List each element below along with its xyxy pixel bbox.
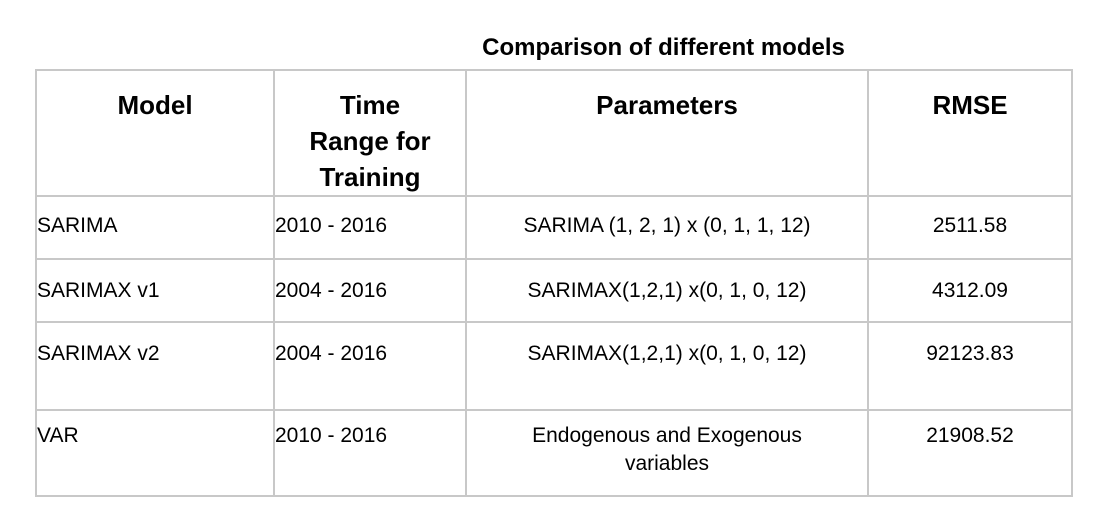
table-row: SARIMAX v2 2004 - 2016 SARIMAX(1,2,1) x(… <box>35 321 1073 411</box>
cell-rmse: 21908.52 <box>867 409 1073 497</box>
table-row: VAR 2010 - 2016 Endogenous and Exogenous… <box>35 409 1073 497</box>
table-row: SARIMA 2010 - 2016 SARIMA (1, 2, 1) x (0… <box>35 195 1073 260</box>
cell-parameters: SARIMAX(1,2,1) x(0, 1, 0, 12) <box>465 258 869 323</box>
cell-rmse: 92123.83 <box>867 321 1073 411</box>
table-header-row: Model Time Range for Training Parameters… <box>35 69 1073 197</box>
header-time-range-line2: Range for <box>309 126 431 156</box>
table-title-container: Comparison of different models <box>36 33 1071 63</box>
header-time-range-line1: Time <box>339 90 401 120</box>
cell-rmse: 4312.09 <box>867 258 1073 323</box>
cell-model: VAR <box>35 409 275 497</box>
cell-time-range: 2004 - 2016 <box>273 321 467 411</box>
cell-parameters: Endogenous and Exogenous variables <box>465 409 869 497</box>
header-parameters: Parameters <box>465 69 869 197</box>
header-model: Model <box>35 69 275 197</box>
cell-model: SARIMAX v1 <box>35 258 275 323</box>
cell-time-range: 2010 - 2016 <box>273 409 467 497</box>
cell-model: SARIMAX v2 <box>35 321 275 411</box>
cell-time-range: 2004 - 2016 <box>273 258 467 323</box>
cell-parameters: SARIMA (1, 2, 1) x (0, 1, 1, 12) <box>465 195 869 260</box>
cell-time-range: 2010 - 2016 <box>273 195 467 260</box>
cell-parameters-line2: variables <box>624 452 710 475</box>
models-comparison-table: Model Time Range for Training Parameters… <box>35 69 1073 497</box>
header-time-range-line3: Training <box>319 162 421 192</box>
cell-model: SARIMA <box>35 195 275 260</box>
cell-parameters-line1: Endogenous and Exogenous <box>532 424 802 447</box>
table-title: Comparison of different models <box>482 34 845 61</box>
cell-parameters: SARIMAX(1,2,1) x(0, 1, 0, 12) <box>465 321 869 411</box>
cell-rmse: 2511.58 <box>867 195 1073 260</box>
header-time-range: Time Range for Training <box>273 69 467 197</box>
table-row: SARIMAX v1 2004 - 2016 SARIMAX(1,2,1) x(… <box>35 258 1073 323</box>
header-rmse: RMSE <box>867 69 1073 197</box>
